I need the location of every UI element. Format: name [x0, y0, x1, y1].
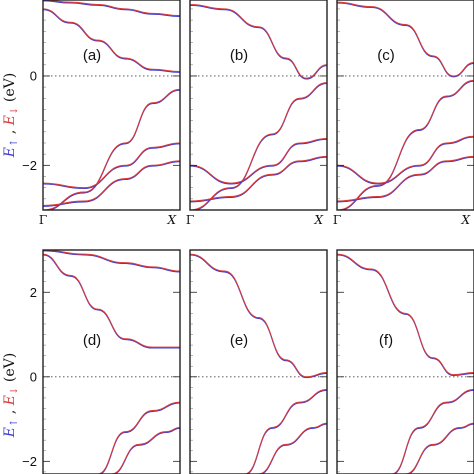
band-down-2 — [244, 388, 327, 474]
band-up-3 — [45, 89, 180, 210]
bottom-ylabel-e-down: E — [2, 395, 18, 406]
panel-label: (a) — [83, 47, 101, 64]
band-up-2 — [245, 389, 327, 474]
ytick-label: 0 — [30, 68, 37, 83]
band-down-4 — [190, 155, 327, 202]
bands-group — [190, 3, 327, 210]
bands-group — [337, 253, 474, 474]
kpoint-label-x: X — [460, 213, 470, 227]
band-down-4 — [337, 155, 474, 202]
panel-frame — [336, 249, 474, 474]
ytick-label: 0 — [30, 369, 37, 384]
bottom-ylabel-up-sub: ↑ — [9, 419, 20, 427]
kpoint-label-x: X — [313, 213, 323, 227]
band-down-1 — [337, 253, 474, 376]
band-up-1 — [43, 9, 180, 73]
panels-group: 0−2Γ X(a)Γ X(b)Γ X(c)20−2(d) (e) (f) — [22, 0, 474, 474]
panel-frame — [336, 0, 474, 211]
band-up-1 — [43, 254, 180, 349]
kpoint-label-gamma: Γ — [39, 213, 47, 227]
kpoint-label-gamma: Γ — [333, 213, 341, 227]
band-down-1 — [190, 3, 327, 79]
top-ylabel-down-sub: ↓ — [9, 107, 20, 115]
top-ylabel-comma: , — [2, 125, 18, 138]
band-down-3 — [43, 88, 180, 210]
band-up-2 — [43, 250, 180, 273]
band-down-1 — [190, 253, 327, 378]
band-up-1 — [337, 2, 474, 78]
band-up-4 — [190, 156, 327, 203]
band-down-2 — [43, 0, 180, 17]
bands-group — [43, 0, 180, 210]
band-up-5 — [43, 161, 180, 207]
bands-group — [190, 253, 327, 474]
panel-3: Γ X (c) — [333, 0, 474, 227]
panel-4: 2 0 −2 (d) — [22, 249, 181, 474]
band-down-1 — [43, 253, 180, 348]
ytick-label: −2 — [22, 454, 37, 469]
kpoint-label-x: X — [166, 213, 176, 227]
band-down-5 — [43, 160, 180, 207]
top-ylabel-e-up: E — [2, 147, 18, 158]
band-up-1 — [337, 254, 474, 377]
band-down-2 — [337, 79, 474, 210]
top-ylabel: E↑ , E↓ (eV) — [2, 73, 20, 158]
band-up-3 — [190, 138, 327, 185]
band-down-3 — [97, 401, 180, 474]
panel-label: (d) — [83, 332, 101, 349]
panel-2: Γ X (b) — [186, 0, 328, 227]
panel-1: 0 −2 Γ X (a) — [22, 0, 181, 227]
band-down-2 — [43, 250, 180, 272]
band-up-2 — [191, 82, 327, 210]
band-up-2 — [43, 0, 180, 17]
band-up-3 — [337, 136, 474, 185]
bottom-ylabel-down-sub: ↓ — [9, 387, 20, 395]
band-up-4 — [112, 427, 180, 474]
panel-frame — [42, 0, 181, 211]
top-ylabel-up-sub: ↑ — [9, 139, 20, 147]
panel-label: (b) — [230, 47, 248, 64]
band-down-3 — [258, 422, 327, 474]
panel-frame — [42, 249, 181, 474]
band-up-4 — [43, 143, 180, 190]
top-ylabel-unit: (eV) — [2, 73, 18, 107]
band-down-3 — [190, 137, 327, 184]
band-down-2 — [391, 388, 474, 474]
band-down-4 — [111, 426, 180, 474]
bottom-ylabel-unit: (eV) — [2, 353, 18, 387]
ytick-label: 2 — [30, 285, 37, 300]
band-down-3 — [337, 135, 474, 184]
bottom-ylabel-comma: , — [2, 405, 18, 418]
panel-frame — [189, 249, 328, 474]
panel-label: (c) — [377, 47, 395, 64]
bottom-ylabel-e-up: E — [2, 427, 18, 438]
band-down-2 — [190, 82, 327, 210]
band-up-1 — [190, 254, 327, 379]
ytick-label: −2 — [22, 158, 37, 173]
bands-group — [337, 1, 474, 210]
band-up-4 — [337, 156, 474, 203]
band-down-4 — [43, 142, 180, 189]
panel-5: (e) — [189, 249, 328, 474]
band-down-3 — [405, 422, 474, 474]
bands-group — [43, 250, 180, 474]
band-down-1 — [43, 8, 180, 73]
band-down-1 — [337, 1, 474, 77]
panel-label: (f) — [379, 332, 393, 349]
band-up-1 — [190, 4, 327, 80]
panel-frame — [189, 0, 328, 211]
band-up-2 — [338, 80, 474, 210]
band-up-3 — [98, 402, 180, 474]
band-up-2 — [392, 389, 474, 474]
bottom-ylabel: E↑ , E↓ (eV) — [2, 353, 20, 438]
panel-6: (f) — [336, 249, 474, 474]
top-ylabel-e-down: E — [2, 115, 18, 126]
kpoint-label-gamma: Γ — [186, 213, 194, 227]
panel-label: (e) — [230, 332, 248, 349]
